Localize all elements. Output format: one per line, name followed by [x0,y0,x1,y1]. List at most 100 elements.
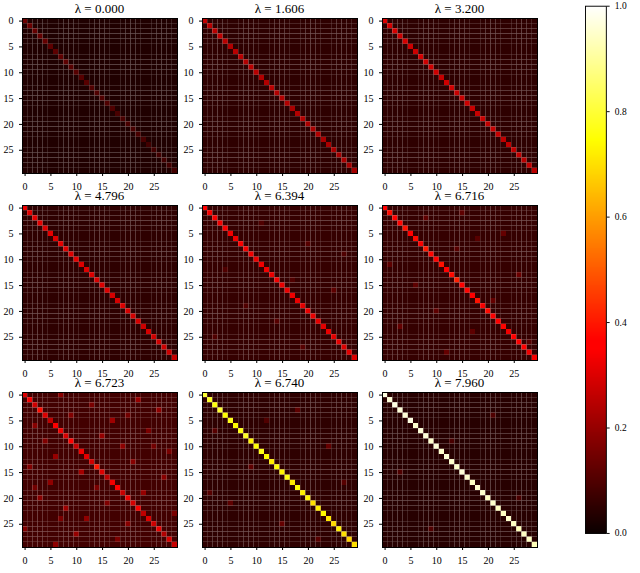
svg-text:25: 25 [4,331,14,342]
svg-text:5: 5 [48,555,53,566]
svg-text:20: 20 [364,306,374,317]
svg-text:25: 25 [184,518,194,529]
svg-text:20: 20 [364,119,374,130]
svg-text:10: 10 [72,555,82,566]
svg-text:5: 5 [408,181,413,192]
svg-text:15: 15 [184,280,194,291]
svg-text:25: 25 [509,555,519,566]
svg-text:10: 10 [364,441,374,452]
svg-text:25: 25 [509,368,519,379]
svg-text:25: 25 [329,555,339,566]
svg-text:0: 0 [203,555,208,566]
svg-text:25: 25 [149,368,159,379]
svg-text:5: 5 [228,368,233,379]
svg-text:0: 0 [189,390,194,400]
svg-text:15: 15 [4,467,14,478]
svg-text:0.8: 0.8 [615,107,627,117]
svg-text:25: 25 [4,144,14,155]
svg-text:5: 5 [408,368,413,379]
svg-text:10: 10 [432,555,442,566]
svg-text:0: 0 [383,368,388,379]
svg-text:5: 5 [228,181,233,192]
svg-text:20: 20 [184,493,194,504]
svg-text:0: 0 [9,16,14,26]
svg-text:25: 25 [364,144,374,155]
svg-text:0: 0 [189,16,194,26]
svg-text:0.2: 0.2 [615,423,627,433]
svg-text:25: 25 [149,555,159,566]
svg-text:15: 15 [364,280,374,291]
svg-text:25: 25 [364,331,374,342]
svg-text:25: 25 [364,518,374,529]
svg-text:0: 0 [9,203,14,213]
svg-text:20: 20 [123,368,133,379]
svg-text:20: 20 [4,119,14,130]
svg-text:10: 10 [4,254,14,265]
svg-text:10: 10 [184,67,194,78]
svg-text:5: 5 [9,228,14,239]
svg-text:0: 0 [9,390,14,400]
svg-text:25: 25 [184,144,194,155]
svg-text:5: 5 [369,415,374,426]
svg-text:0.0: 0.0 [615,528,627,537]
svg-text:20: 20 [303,555,313,566]
svg-text:0: 0 [369,16,374,26]
svg-text:10: 10 [184,254,194,265]
svg-text:20: 20 [123,181,133,192]
svg-text:10: 10 [4,441,14,452]
svg-text:15: 15 [458,555,468,566]
svg-text:10: 10 [252,555,262,566]
svg-text:10: 10 [184,441,194,452]
svg-text:20: 20 [364,493,374,504]
svg-text:10: 10 [4,67,14,78]
svg-text:25: 25 [509,181,519,192]
svg-text:20: 20 [303,181,313,192]
svg-text:5: 5 [369,228,374,239]
svg-text:15: 15 [184,467,194,478]
svg-text:20: 20 [483,368,493,379]
svg-text:15: 15 [4,93,14,104]
svg-text:0: 0 [369,390,374,400]
svg-text:0: 0 [23,181,28,192]
svg-text:15: 15 [4,280,14,291]
svg-text:5: 5 [48,368,53,379]
svg-text:5: 5 [9,415,14,426]
svg-text:20: 20 [123,555,133,566]
svg-text:25: 25 [149,181,159,192]
svg-text:25: 25 [329,368,339,379]
svg-text:20: 20 [483,555,493,566]
svg-text:20: 20 [184,119,194,130]
svg-text:20: 20 [483,181,493,192]
svg-text:15: 15 [184,93,194,104]
svg-text:25: 25 [4,518,14,529]
svg-text:1.0: 1.0 [615,1,627,11]
svg-text:10: 10 [364,254,374,265]
svg-text:20: 20 [4,306,14,317]
svg-text:0: 0 [383,181,388,192]
svg-text:5: 5 [408,555,413,566]
svg-text:0: 0 [189,203,194,213]
svg-text:5: 5 [369,41,374,52]
svg-text:15: 15 [364,93,374,104]
svg-text:25: 25 [329,181,339,192]
svg-text:5: 5 [228,555,233,566]
svg-text:0.4: 0.4 [615,318,627,328]
svg-text:25: 25 [184,331,194,342]
svg-text:0: 0 [23,555,28,566]
svg-text:0: 0 [383,555,388,566]
svg-text:0.6: 0.6 [615,212,627,222]
svg-text:5: 5 [189,41,194,52]
svg-text:15: 15 [364,467,374,478]
svg-text:0: 0 [369,203,374,213]
svg-text:10: 10 [364,67,374,78]
svg-text:5: 5 [48,181,53,192]
svg-text:20: 20 [4,493,14,504]
svg-text:0: 0 [23,368,28,379]
svg-text:0: 0 [203,181,208,192]
svg-text:20: 20 [184,306,194,317]
svg-text:5: 5 [189,228,194,239]
svg-text:15: 15 [98,555,108,566]
svg-text:5: 5 [189,415,194,426]
svg-text:0: 0 [203,368,208,379]
svg-text:20: 20 [303,368,313,379]
